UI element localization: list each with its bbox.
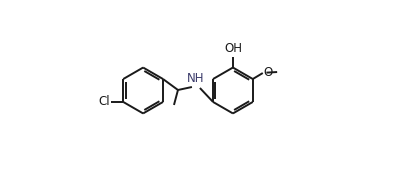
- Text: NH: NH: [187, 72, 204, 85]
- Text: O: O: [263, 66, 273, 79]
- Text: OH: OH: [224, 42, 242, 55]
- Text: Cl: Cl: [98, 95, 110, 108]
